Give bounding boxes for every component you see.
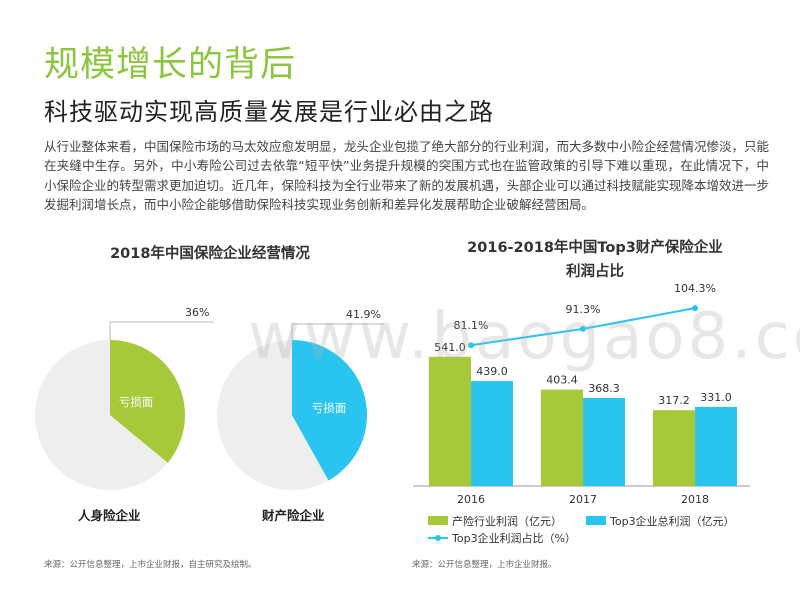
pie-life-loss-value: 36% bbox=[185, 306, 209, 319]
pie-chart-title: 2018年中国保险企业经营情况 bbox=[110, 246, 310, 262]
bar-industry-2016 bbox=[429, 356, 471, 486]
pie-source-note: 来源：公开信息整理，上市企业财报，自主研究及绘制。 bbox=[44, 560, 257, 570]
bar-top3-2016 bbox=[471, 381, 513, 486]
intro-paragraph: 从行业整体来看，中国保险市场的马太效应愈发明显，龙头企业包揽了绝大部分的行业利润… bbox=[44, 139, 770, 213]
bar-label-industry-2017: 403.4 bbox=[546, 374, 578, 387]
pie-pc-loss-label: 亏损面 bbox=[312, 401, 347, 415]
legend-label-top3: Top3企业总利润（亿元） bbox=[610, 514, 735, 528]
pie-pc-leader-line bbox=[291, 323, 384, 340]
legend-swatch-top3 bbox=[586, 516, 606, 525]
bar-top3-2017 bbox=[583, 398, 625, 486]
legend-row-2: Top3企业利润占比（%） bbox=[428, 529, 735, 546]
bar-source-note: 来源：公开信息整理，上市企业财报。 bbox=[412, 560, 557, 570]
bar-chart-legend: 产险行业利润（亿元） Top3企业总利润（亿元） Top3企业利润占比（%） bbox=[428, 512, 735, 546]
x-tick-2017: 2017 bbox=[569, 493, 597, 506]
page-subtitle: 科技驱动实现高质量发展是行业必由之路 bbox=[44, 98, 494, 126]
bar-label-top3-2018: 331.0 bbox=[700, 391, 732, 404]
bar-chart-title-line-1: 2016-2018年中国Top3财产保险企业 bbox=[467, 240, 723, 256]
pie-life-loss-slice bbox=[110, 340, 186, 463]
pie-pc-loss-slice bbox=[292, 340, 367, 481]
share-label-2017: 91.3% bbox=[566, 303, 601, 316]
bar-label-industry-2016: 541.0 bbox=[434, 341, 466, 354]
page-title: 规模增长的背后 bbox=[44, 45, 297, 85]
share-point-2017 bbox=[580, 325, 586, 332]
pie-chart: 36% 亏损面 41.9% 亏损面 bbox=[35, 306, 384, 490]
bar-industry-2018 bbox=[653, 410, 695, 486]
share-label-2018: 104.3% bbox=[674, 282, 716, 295]
pie-pc-caption: 财产险企业 bbox=[262, 508, 325, 523]
legend-line-marker-share bbox=[428, 534, 448, 542]
x-tick-2018: 2018 bbox=[681, 493, 709, 506]
legend-swatch-industry bbox=[428, 516, 448, 525]
x-tick-2016: 2016 bbox=[457, 493, 485, 506]
legend-label-industry: 产险行业利润（亿元） bbox=[452, 514, 562, 528]
bar-label-top3-2017: 368.3 bbox=[588, 382, 620, 395]
legend-row-1: 产险行业利润（亿元） Top3企业总利润（亿元） bbox=[428, 512, 735, 529]
bar-label-industry-2018: 317.2 bbox=[658, 394, 690, 407]
share-label-2016: 81.1% bbox=[454, 319, 489, 332]
pie-life-leader-line bbox=[109, 321, 214, 340]
bar-industry-2017 bbox=[541, 389, 583, 486]
bar-line-chart: 541.0 439.0 403.4 368.3 317.2 331.0 81.1% 91.3… bbox=[413, 282, 750, 506]
pie-pc-loss-value: 41.9% bbox=[346, 308, 381, 321]
legend-label-share: Top3企业利润占比（%） bbox=[452, 531, 577, 545]
bar-top3-2018 bbox=[695, 406, 737, 486]
pie-life-caption: 人身险企业 bbox=[78, 508, 141, 523]
bar-label-top3-2016: 439.0 bbox=[476, 365, 508, 378]
pie-life-loss-label: 亏损面 bbox=[119, 395, 154, 409]
bar-chart-title: 2016-2018年中国Top3财产保险企业 利润占比 bbox=[430, 236, 760, 284]
bar-chart-title-line-2: 利润占比 bbox=[566, 264, 624, 280]
share-point-2018 bbox=[692, 305, 698, 312]
share-point-2016 bbox=[468, 342, 474, 349]
